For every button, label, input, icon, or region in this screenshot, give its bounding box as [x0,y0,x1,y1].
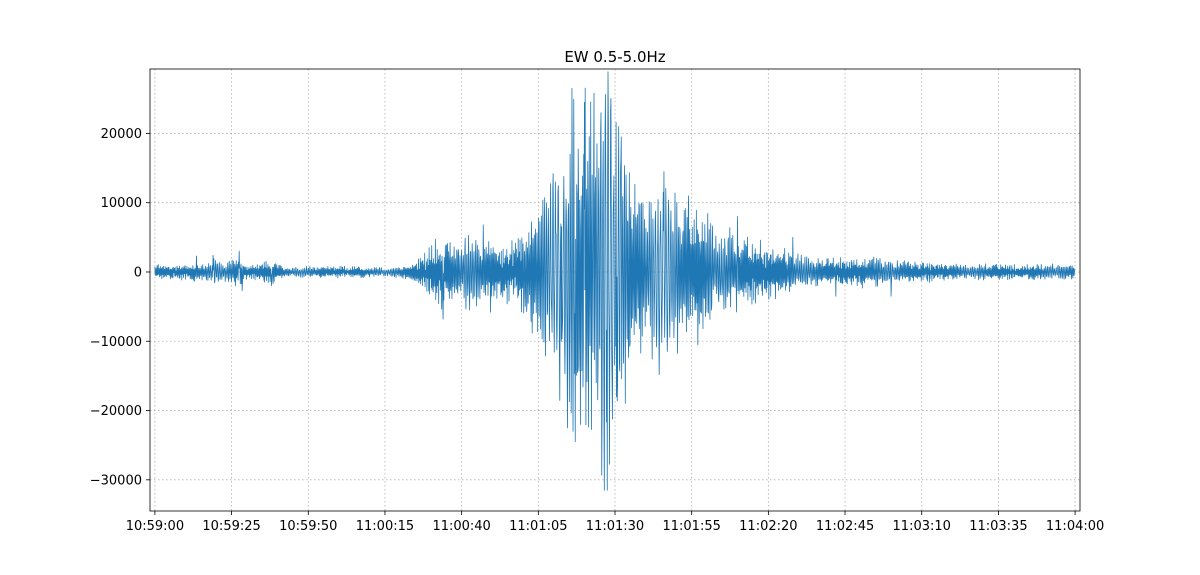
x-tick-label: 11:00:15 [356,519,414,534]
x-tick-label: 11:01:05 [509,519,567,534]
y-tick-label: 10000 [101,196,142,211]
x-tick-label: 11:02:45 [816,519,874,534]
x-tick-label: 10:59:50 [279,519,337,534]
y-tick-label: 20000 [101,127,142,142]
y-tick-label: −20000 [90,404,142,419]
grid [150,69,1080,511]
x-tick-label: 11:02:20 [739,519,797,534]
x-tick-label: 11:04:00 [1046,519,1104,534]
x-tick-label: 10:59:00 [126,519,184,534]
x-axis: 10:59:00 10:59:25 10:59:50 11:00:15 11:00:40… [126,511,1104,534]
x-tick-label: 11:03:35 [969,519,1027,534]
series-group [154,71,1076,491]
x-tick-label: 10:59:25 [202,519,260,534]
chart-title: EW 0.5-5.0Hz [564,48,665,66]
y-axis: 20000 10000 0 −10000 −20000 −30000 [90,127,150,488]
seismogram-trace [154,71,1076,491]
y-tick-label: −10000 [90,335,142,350]
x-tick-label: 11:03:10 [893,519,951,534]
y-tick-label: −30000 [90,473,142,488]
y-tick-label: 0 [134,265,142,280]
x-tick-label: 11:01:55 [662,519,720,534]
x-tick-label: 11:00:40 [432,519,490,534]
x-tick-label: 11:01:30 [586,519,644,534]
